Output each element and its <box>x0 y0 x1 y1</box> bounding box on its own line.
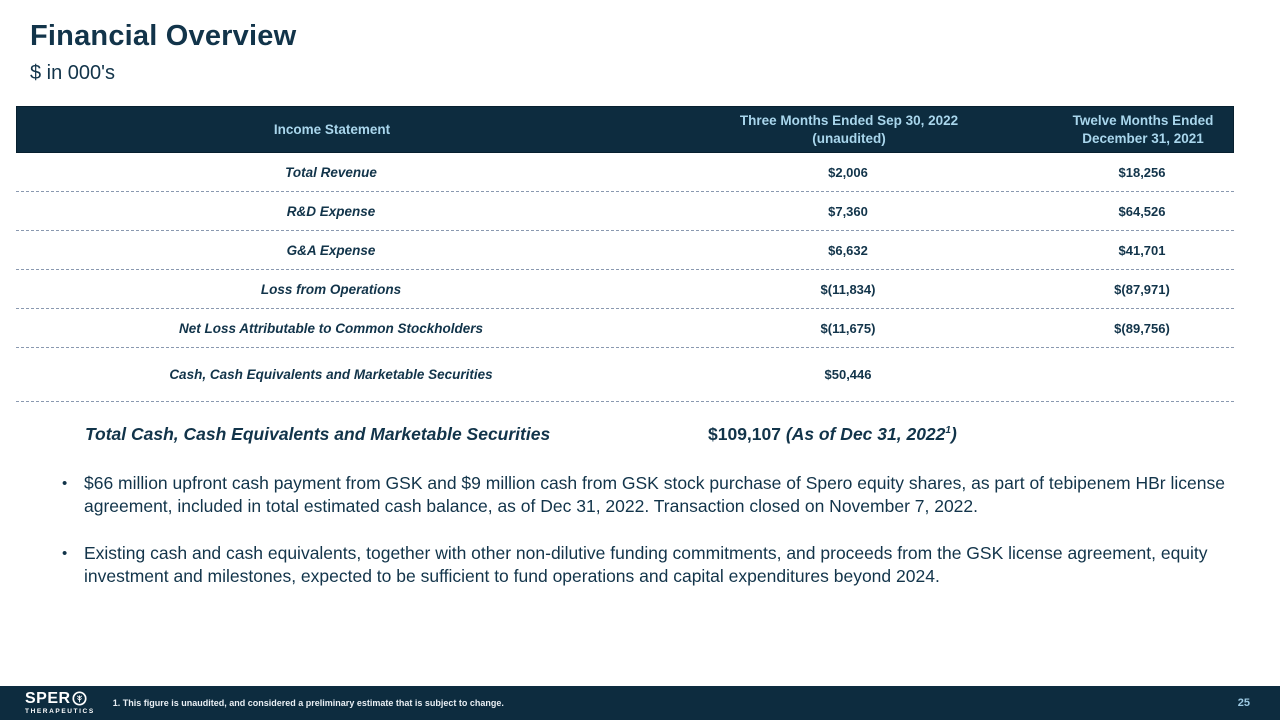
total-cash-as-of-note: (As of Dec 31, 20221) <box>781 424 957 444</box>
spero-logo-subtext: THERAPEUTICS <box>25 707 95 715</box>
page-title: Financial Overview <box>30 20 297 52</box>
row-label: Net Loss Attributable to Common Stockhol… <box>178 320 484 336</box>
row-label: R&D Expense <box>286 203 376 219</box>
row-value-q3: $(11,675) <box>820 320 876 336</box>
row-label: Cash, Cash Equivalents and Marketable Se… <box>169 367 493 382</box>
column-header-twelve-months: Twelve Months Ended December 31, 2021 <box>1051 107 1235 152</box>
footnote-reference: 1 <box>945 425 951 437</box>
row-value-fy: $(87,971) <box>1114 281 1170 297</box>
row-value-q3: $6,632 <box>828 242 868 258</box>
column-header-income-statement: Income Statement <box>17 107 647 152</box>
bullet-text: Existing cash and cash equivalents, toge… <box>84 543 1208 586</box>
table-row: Cash, Cash Equivalents and Marketable Se… <box>16 348 1234 402</box>
table-row: G&A Expense $6,632 $41,701 <box>16 231 1234 270</box>
table-row: Loss from Operations $(11,834) $(87,971) <box>16 270 1234 309</box>
spero-logo-o-icon <box>72 691 87 706</box>
row-value-fy: $41,701 <box>1118 242 1166 258</box>
row-label: Total Revenue <box>285 164 377 180</box>
row-value-fy: $18,256 <box>1118 164 1166 180</box>
table-row: Total Revenue $2,006 $18,256 <box>16 153 1234 192</box>
income-statement-table: Income Statement Three Months Ended Sep … <box>16 106 1234 402</box>
bullet-item: • Existing cash and cash equivalents, to… <box>62 542 1254 588</box>
footer-bar: SPER THERAPEUTICS 1. This figure is unau… <box>0 686 1280 720</box>
row-label: G&A Expense <box>286 242 376 258</box>
table-row: Net Loss Attributable to Common Stockhol… <box>16 309 1234 348</box>
column-header-line2: December 31, 2021 <box>1082 130 1204 146</box>
row-value-q3: $2,006 <box>828 164 868 180</box>
spero-logo: SPER THERAPEUTICS <box>25 689 95 716</box>
row-value-fy: $(89,756) <box>1114 320 1170 336</box>
row-value-fy <box>1050 348 1234 401</box>
column-header-line1: Twelve Months Ended <box>1072 112 1214 128</box>
spero-logo-wordmark: SPER <box>25 689 95 707</box>
row-value-fy: $64,526 <box>1118 203 1166 219</box>
total-cash-label: Total Cash, Cash Equivalents and Marketa… <box>85 424 551 444</box>
table-header-row: Income Statement Three Months Ended Sep … <box>16 106 1234 153</box>
bullet-list: • $66 million upfront cash payment from … <box>62 472 1254 612</box>
column-header-three-months: Three Months Ended Sep 30, 2022 (unaudit… <box>647 107 1051 152</box>
row-label: Loss from Operations <box>260 281 402 297</box>
column-header-line1: Three Months Ended Sep 30, 2022 <box>739 112 959 128</box>
total-cash-value: $109,107 (As of Dec 31, 20221) <box>708 424 957 445</box>
column-header-label: Income Statement <box>273 121 391 137</box>
bullet-item: • $66 million upfront cash payment from … <box>62 472 1254 518</box>
page-number: 25 <box>1237 697 1250 709</box>
bullet-marker: • <box>62 545 68 562</box>
column-header-line2: (unaudited) <box>812 130 886 146</box>
row-value-q3: $7,360 <box>828 203 868 219</box>
slide-subtitle: $ in 000's <box>30 62 115 84</box>
spero-logo-text: SPER <box>25 689 71 707</box>
total-cash-line: Total Cash, Cash Equivalents and Marketa… <box>85 424 1235 450</box>
row-value-q3: $50,446 <box>824 367 872 382</box>
bullet-marker: • <box>62 475 68 492</box>
bullet-text: $66 million upfront cash payment from GS… <box>84 473 1225 516</box>
total-cash-amount: $109,107 <box>708 424 781 444</box>
footnote-text: 1. This figure is unaudited, and conside… <box>112 698 504 708</box>
table-row: R&D Expense $7,360 $64,526 <box>16 192 1234 231</box>
row-value-q3: $(11,834) <box>820 281 876 297</box>
